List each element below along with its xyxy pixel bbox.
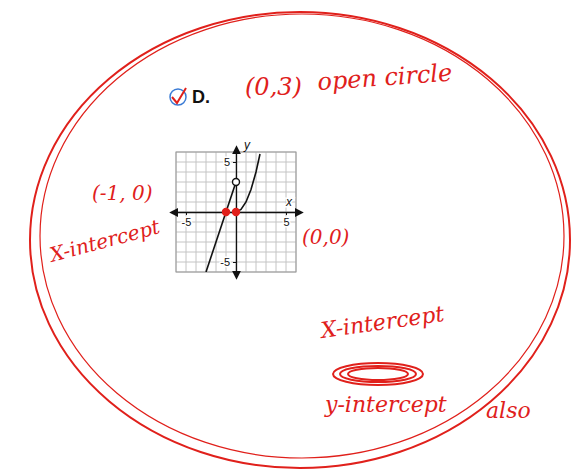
tick: 5 <box>224 156 236 168</box>
annotation: X-intercept <box>317 301 446 343</box>
plot: -5 5 -5 5 x y <box>176 138 297 273</box>
hand-scribble <box>340 366 416 382</box>
tick-label: 5 <box>224 156 230 168</box>
tick-label: -5 <box>220 256 230 268</box>
tick-mark <box>233 162 236 163</box>
canvas: D. -5 5 -5 5 x y (0,3) open circle (-1, 0) X-inter… <box>0 0 579 475</box>
tick-label: 5 <box>283 216 289 228</box>
plot-frame <box>176 152 296 272</box>
grid <box>176 152 296 272</box>
tick-label: -5 <box>182 216 192 228</box>
hand-scribble <box>333 363 423 385</box>
data-area <box>206 154 260 272</box>
hand-scribble <box>348 368 408 380</box>
annotation: (0,3) <box>245 73 302 101</box>
curve <box>206 182 236 272</box>
dot <box>233 209 240 216</box>
annotation: also <box>486 398 531 423</box>
annotation: open circle <box>316 59 453 96</box>
tick-mark <box>233 262 236 263</box>
hand-ellipse <box>40 14 564 458</box>
radio-button[interactable] <box>170 89 186 105</box>
x-axis-title: x <box>285 195 293 209</box>
annotation: X-intercept <box>45 214 163 267</box>
open-circle <box>233 179 240 186</box>
dot <box>223 209 230 216</box>
annotation: (0,0) <box>302 225 349 249</box>
tick: -5 <box>182 212 192 228</box>
annotation: (-1, 0) <box>92 181 153 205</box>
tick: -5 <box>220 256 236 268</box>
hand-check <box>172 88 186 103</box>
option-label: D. <box>192 87 210 107</box>
tick-mark <box>186 212 187 215</box>
y-axis-title: y <box>243 138 251 152</box>
annotation: y-intercept <box>324 392 447 417</box>
tick: 5 <box>283 212 289 228</box>
tick-mark <box>286 212 287 215</box>
hand-ellipse <box>30 12 570 468</box>
